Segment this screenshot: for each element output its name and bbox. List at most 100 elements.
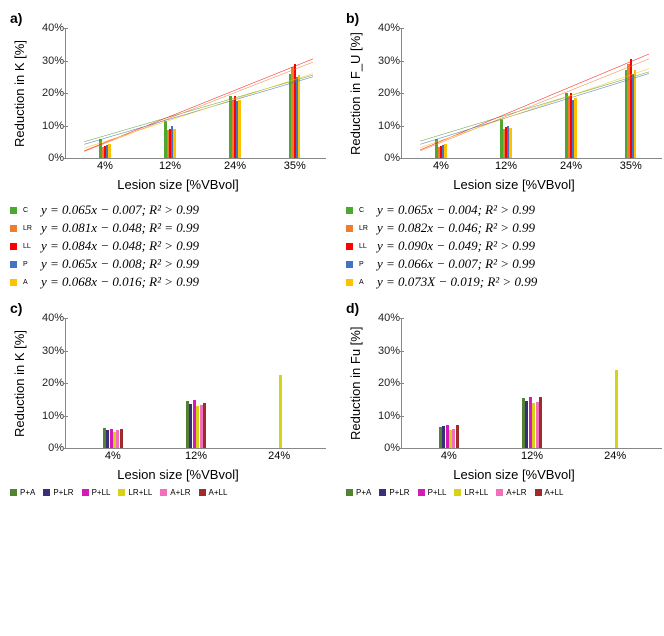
equation-text: y = 0.065x − 0.008; R² > 0.99: [41, 256, 199, 272]
legend-key: P+LR: [389, 488, 409, 497]
legend-swatch: [82, 489, 89, 496]
legend-swatch: [10, 225, 17, 232]
y-tick: 40%: [42, 22, 64, 34]
y-tick: 10%: [42, 120, 64, 132]
legend-swatch: [10, 243, 17, 250]
legend-key: A+LL: [209, 488, 228, 497]
legend-swatch: [454, 489, 461, 496]
legend-swatch: [346, 207, 353, 214]
bar-group: [243, 375, 316, 448]
x-tick: 24%: [224, 160, 246, 172]
bar-group: [496, 397, 569, 448]
panel-d: d)Reduction in Fu [%]0%10%20%30%40%4%12%…: [346, 300, 662, 497]
legend-key: P: [359, 261, 371, 268]
legend-swatch: [496, 489, 503, 496]
bar: [108, 144, 110, 158]
equation-text: y = 0.073X − 0.019; R² > 0.99: [377, 274, 537, 290]
y-tick: 0%: [384, 442, 400, 454]
bar-group: [579, 370, 652, 448]
y-tick: 20%: [378, 377, 400, 389]
legend-key: C: [359, 207, 371, 214]
legend-swatch: [418, 489, 425, 496]
legend-swatch: [379, 489, 386, 496]
x-axis-label: Lesion size [%VBvol]: [48, 177, 308, 192]
legend-key: A: [23, 279, 35, 286]
legend-swatch: [346, 279, 353, 286]
bar-group: [545, 93, 597, 158]
x-tick: 35%: [620, 160, 642, 172]
legend-key: LL: [23, 243, 35, 250]
legend-swatch: [43, 489, 50, 496]
y-tick: 0%: [48, 442, 64, 454]
legend-key: LR+LL: [128, 488, 152, 497]
y-tick: 30%: [42, 55, 64, 67]
legend-key: LL: [359, 243, 371, 250]
legend-key: A: [359, 279, 371, 286]
bar-group: [160, 400, 233, 448]
y-axis-label: Reduction in K [%]: [10, 318, 27, 449]
chart-area: 0%10%20%30%40%4%12%24%35%: [401, 28, 662, 159]
panel-a: a)Reduction in K [%]0%10%20%30%40%4%12%2…: [10, 10, 326, 292]
y-axis-label: Reduction in F_U [%]: [346, 28, 363, 159]
bar: [279, 375, 282, 448]
bar: [238, 100, 240, 158]
bar: [539, 397, 542, 448]
legend-key: P+LR: [53, 488, 73, 497]
legend-swatch: [346, 489, 353, 496]
bar: [456, 425, 459, 448]
legend-swatch: [346, 225, 353, 232]
combo-legend: P+AP+LRP+LLLR+LLA+LRA+LL: [346, 488, 662, 497]
legend-key: P+LL: [92, 488, 111, 497]
x-tick: 35%: [284, 160, 306, 172]
bar-group: [269, 64, 321, 158]
bar-group: [480, 119, 532, 158]
y-tick: 0%: [48, 152, 64, 164]
panel-b: b)Reduction in F_U [%]0%10%20%30%40%4%12…: [346, 10, 662, 292]
x-axis-label: Lesion size [%VBvol]: [48, 467, 308, 482]
y-tick: 10%: [42, 410, 64, 422]
bar-group: [144, 121, 196, 158]
legend-swatch: [10, 207, 17, 214]
legend-key: P+A: [356, 488, 371, 497]
y-tick: 20%: [378, 87, 400, 99]
x-tick: 12%: [159, 160, 181, 172]
legend-key: A+LR: [170, 488, 190, 497]
legend-swatch: [535, 489, 542, 496]
legend-key: A+LR: [506, 488, 526, 497]
x-tick: 12%: [495, 160, 517, 172]
chart-area: 0%10%20%30%40%4%12%24%: [65, 318, 326, 449]
legend-swatch: [10, 261, 17, 268]
bar-group: [412, 425, 485, 448]
x-tick: 12%: [521, 450, 543, 462]
legend-swatch: [346, 261, 353, 268]
equation-text: y = 0.066x − 0.007; R² > 0.99: [377, 256, 535, 272]
y-tick: 30%: [378, 345, 400, 357]
equation-text: y = 0.082x − 0.046; R² > 0.99: [377, 220, 535, 236]
legend-swatch: [160, 489, 167, 496]
y-tick: 10%: [378, 410, 400, 422]
bar-group: [209, 96, 261, 158]
bar: [298, 75, 300, 158]
bar-group: [415, 139, 467, 158]
y-tick: 0%: [384, 152, 400, 164]
x-tick: 4%: [97, 160, 113, 172]
bar-group: [605, 59, 657, 158]
x-axis-label: Lesion size [%VBvol]: [384, 177, 644, 192]
legend-key: P+LL: [428, 488, 447, 497]
equation-text: y = 0.081x − 0.048; R² = 0.99: [41, 220, 199, 236]
legend-swatch: [346, 243, 353, 250]
y-tick: 40%: [378, 22, 400, 34]
legend-key: C: [23, 207, 35, 214]
y-tick: 40%: [378, 312, 400, 324]
x-tick: 24%: [604, 450, 626, 462]
legend-swatch: [10, 489, 17, 496]
equation-text: y = 0.065x − 0.007; R² > 0.99: [41, 202, 199, 218]
legend-key: LR: [359, 225, 371, 232]
x-tick: 4%: [433, 160, 449, 172]
chart-area: 0%10%20%30%40%4%12%24%: [401, 318, 662, 449]
bar: [634, 70, 636, 158]
panel-c: c)Reduction in K [%]0%10%20%30%40%4%12%2…: [10, 300, 326, 497]
bar: [444, 144, 446, 158]
equation-text: y = 0.084x − 0.048; R² > 0.99: [41, 238, 199, 254]
legend-swatch: [10, 279, 17, 286]
